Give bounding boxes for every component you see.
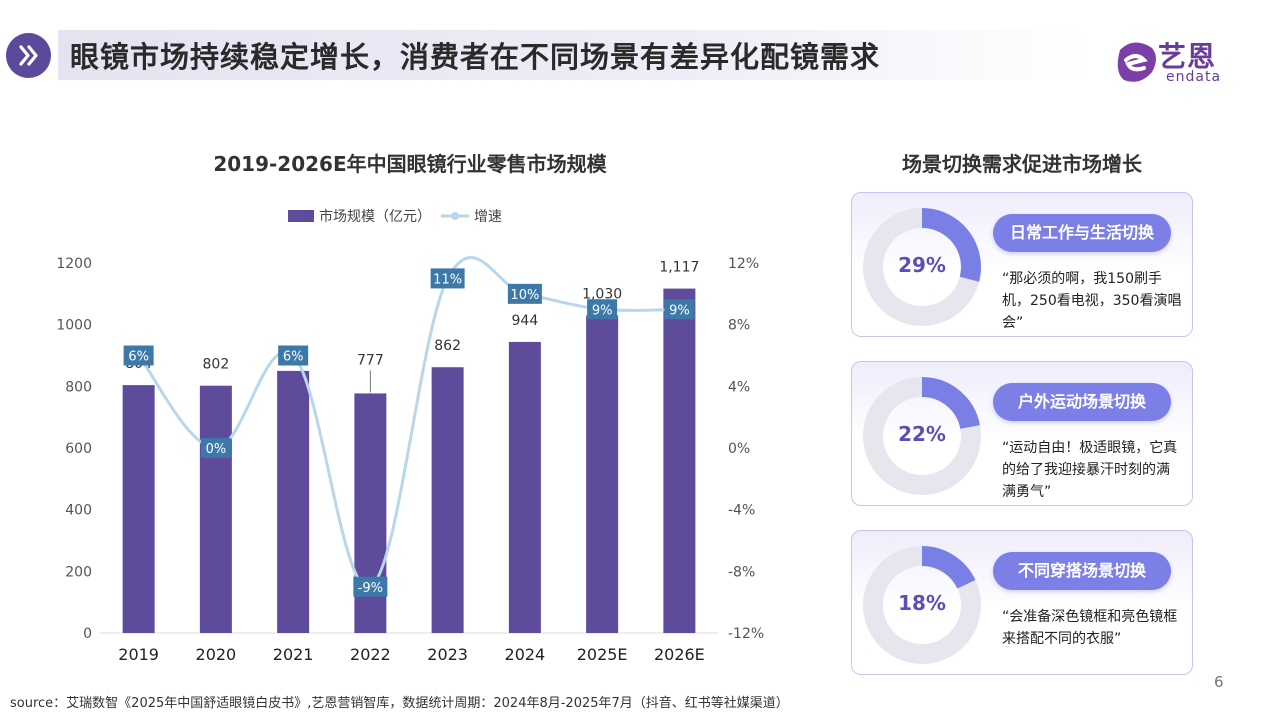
growth-label-box — [587, 299, 618, 320]
bar-2021 — [277, 370, 310, 633]
right-panel-title: 场景切换需求促进市场增长 — [902, 152, 1142, 176]
bar-2025E — [586, 315, 619, 633]
growth-label: 6% — [283, 350, 304, 365]
source-note: source：艾瑞数智《2025年中国舒适眼镜白皮书》,艺恩营销智库，数据统计周… — [10, 696, 789, 711]
scenario-card-outfit: 18% 不同穿搭场景切换 “会准备深色镜框和亮色镜框来搭配不同的衣服” — [851, 530, 1193, 675]
x-tick-label: 2021 — [273, 645, 314, 664]
scenario-label: 不同穿搭场景切换 — [993, 552, 1171, 590]
bar-value-label: 802 — [203, 357, 230, 373]
growth-label-box — [123, 345, 154, 366]
consumer-quote: “运动自由！极适眼镜，它真的给了我迎接暴汗时刻的满满勇气” — [1002, 440, 1178, 500]
percentage-label: 22% — [898, 422, 946, 446]
x-tick-label: 2019 — [118, 645, 159, 664]
donut-arc — [863, 208, 981, 326]
legend-swatch-bar — [288, 210, 314, 222]
x-tick-label: 2023 — [427, 645, 468, 664]
bar-value-label: 944 — [512, 313, 539, 329]
x-tick-label: 2020 — [196, 645, 237, 664]
growth-label-box — [200, 438, 231, 458]
page-number: 6 — [1214, 673, 1224, 691]
chart-title: 2019-2026E年中国眼镜行业零售市场规模 — [213, 152, 607, 176]
title-badge — [6, 33, 51, 78]
donut-chart — [863, 377, 981, 495]
donut-arc — [863, 546, 981, 664]
donut-arc — [863, 377, 981, 495]
scenario-label: 户外运动场景切换 — [993, 383, 1171, 421]
bar-value-label: 1,030 — [582, 286, 622, 302]
endata-logo-icon — [1117, 42, 1156, 82]
bar-value-label: 777 — [357, 352, 384, 368]
scenario-card-daily: 29% 日常工作与生活切换 “那必须的啊，我150刷手机，250看电视，350看… — [851, 192, 1193, 337]
y-right-tick-label: -4% — [728, 503, 755, 519]
y-left-tick-label: 200 — [65, 564, 92, 580]
y-left-tick-label: 1200 — [56, 256, 92, 272]
legend-marker-line — [451, 212, 459, 220]
bar-2019 — [122, 385, 155, 633]
y-left-tick-label: 400 — [65, 503, 92, 519]
bar-value-label: 1,117 — [659, 260, 699, 276]
consumer-quote: “会准备深色镜框和亮色镜框来搭配不同的衣服” — [1002, 609, 1178, 647]
scenario-label: 日常工作与生活切换 — [993, 214, 1171, 252]
consumer-quote: “那必须的啊，我150刷手机，250看电视，350看演唱会” — [1002, 271, 1182, 331]
growth-label-box — [507, 283, 542, 304]
y-right-tick-label: 0% — [728, 441, 750, 457]
page-title: 眼镜市场持续稳定增长，消费者在不同场景有差异化配镜需求 — [70, 40, 881, 74]
y-right-tick-label: 8% — [728, 318, 750, 334]
x-tick-label: 2026E — [654, 645, 705, 664]
logo-text-en: endata — [1166, 69, 1222, 85]
x-tick-label: 2022 — [350, 645, 391, 664]
donut-chart — [863, 208, 981, 326]
growth-label: 9% — [592, 303, 613, 318]
bar-2020 — [199, 385, 232, 633]
bar-2026E — [663, 288, 696, 633]
legend-label-line: 增速 — [474, 209, 502, 225]
y-right-tick-label: 4% — [728, 379, 750, 395]
y-left-tick-label: 1000 — [56, 318, 92, 334]
x-tick-label: 2024 — [505, 645, 546, 664]
percentage-label: 29% — [898, 253, 946, 277]
growth-label-box — [664, 299, 695, 320]
donut-chart — [863, 546, 981, 664]
bar-value-label: 862 — [434, 338, 461, 354]
growth-label-box — [430, 268, 465, 289]
y-right-tick-label: -12% — [728, 626, 764, 642]
growth-label: -9% — [358, 581, 383, 596]
logo-text-cn: 艺恩 — [1158, 40, 1217, 73]
y-left-tick-label: 0 — [83, 626, 92, 642]
x-tick-label: 2025E — [577, 645, 628, 664]
growth-label: 9% — [669, 303, 690, 318]
growth-label-box — [278, 345, 309, 366]
growth-line — [137, 255, 680, 589]
bar-2024 — [508, 341, 541, 633]
market-size-chart: 市场规模（亿元） 增速 0 200 400 600 800 1000 1200 -12% -8% -4… — [56, 208, 764, 664]
y-right-tick-label: -8% — [728, 564, 755, 580]
double-chevron-right-icon — [19, 45, 38, 66]
growth-label: 10% — [510, 288, 539, 303]
scenario-card-outdoor: 22% 户外运动场景切换 “运动自由！极适眼镜，它真的给了我迎接暴汗时刻的满满勇… — [851, 361, 1193, 506]
bar-2023 — [431, 367, 464, 633]
legend-label-bar: 市场规模（亿元） — [319, 208, 431, 225]
title-bar — [58, 30, 1088, 80]
bar-2022 — [354, 393, 387, 633]
growth-label: 6% — [128, 350, 149, 365]
growth-label-box — [353, 576, 388, 597]
growth-label: 11% — [433, 272, 462, 287]
y-left-tick-label: 600 — [65, 441, 92, 457]
percentage-label: 18% — [898, 591, 946, 615]
y-right-tick-label: 12% — [728, 256, 759, 272]
growth-label: 0% — [206, 442, 227, 457]
y-left-tick-label: 800 — [65, 379, 92, 395]
